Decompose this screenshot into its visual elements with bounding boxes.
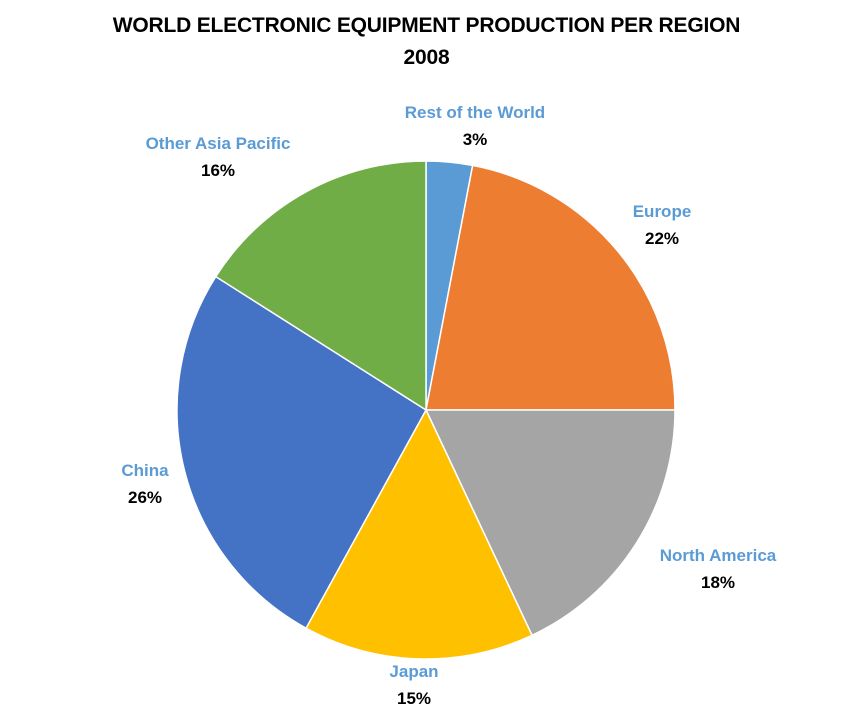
- pie-slice-europe: [425, 164, 676, 411]
- slice-label-other-asia-pacific: Other Asia Pacific: [146, 134, 291, 153]
- slice-label-europe: Europe: [633, 202, 692, 221]
- chart-subtitle: 2008: [403, 46, 450, 69]
- slice-value-europe: 22%: [645, 229, 679, 248]
- slice-label-china: China: [121, 461, 169, 480]
- slice-label-rest-of-the-world: Rest of the World: [405, 103, 545, 122]
- slice-value-rest-of-the-world: 3%: [463, 130, 488, 149]
- pie-slice-north-america: [424, 409, 676, 637]
- pie-slice-other-asia-pacific: [214, 160, 427, 412]
- slice-value-other-asia-pacific: 16%: [201, 161, 235, 180]
- chart-title: WORLD ELECTRONIC EQUIPMENT PRODUCTION PE…: [112, 14, 741, 37]
- slice-value-china: 26%: [128, 488, 162, 507]
- slice-value-japan: 15%: [397, 689, 431, 708]
- slice-label-japan: Japan: [389, 662, 438, 681]
- slice-value-north-america: 18%: [701, 573, 735, 592]
- pie-slice-japan: [305, 408, 534, 660]
- slice-label-north-america: North America: [660, 546, 777, 565]
- pie-slice-china: [176, 275, 427, 630]
